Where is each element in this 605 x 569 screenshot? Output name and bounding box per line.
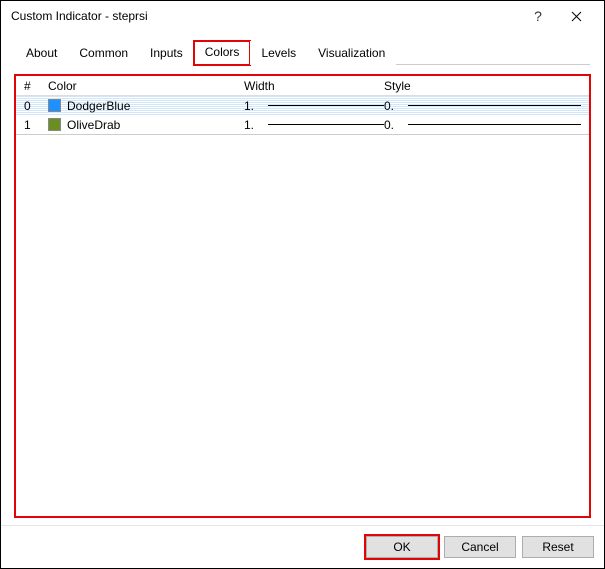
cell-width[interactable]: 1. xyxy=(244,99,384,113)
tab-common[interactable]: Common xyxy=(68,41,139,65)
grid-body: 0 DodgerBlue 1. 0. 1 OliveDrab 1. 0. xyxy=(16,96,589,134)
style-value: 0. xyxy=(384,99,402,113)
window-title: Custom Indicator - steprsi xyxy=(11,9,520,23)
color-swatch-icon xyxy=(48,118,61,131)
header-style[interactable]: Style xyxy=(384,79,589,93)
header-color[interactable]: Color xyxy=(44,79,244,93)
cell-color[interactable]: OliveDrab xyxy=(44,118,244,132)
tab-colors[interactable]: Colors xyxy=(194,41,251,65)
close-button[interactable] xyxy=(556,3,596,29)
close-icon xyxy=(571,11,582,22)
color-name: OliveDrab xyxy=(67,118,120,132)
style-value: 0. xyxy=(384,118,402,132)
reset-button[interactable]: Reset xyxy=(522,536,594,558)
cancel-button[interactable]: Cancel xyxy=(444,536,516,558)
ok-button[interactable]: OK xyxy=(366,536,438,558)
width-line-sample-icon xyxy=(268,105,384,106)
width-line-sample-icon xyxy=(268,124,384,125)
colors-grid: # Color Width Style 0 DodgerBlue 1. 0. 1 Oliv… xyxy=(15,75,590,135)
cell-width[interactable]: 1. xyxy=(244,118,384,132)
table-row[interactable]: 1 OliveDrab 1. 0. xyxy=(16,115,589,134)
header-width[interactable]: Width xyxy=(244,79,384,93)
color-name: DodgerBlue xyxy=(67,99,130,113)
style-line-sample-icon xyxy=(408,105,581,106)
cell-index: 1 xyxy=(16,118,44,132)
cell-style[interactable]: 0. xyxy=(384,118,589,132)
grid-header-row: # Color Width Style xyxy=(16,76,589,96)
title-bar: Custom Indicator - steprsi ? xyxy=(1,1,604,31)
cell-color[interactable]: DodgerBlue xyxy=(44,99,244,113)
colors-panel: # Color Width Style 0 DodgerBlue 1. 0. 1 Oliv… xyxy=(15,75,590,517)
tab-inputs[interactable]: Inputs xyxy=(139,41,194,65)
width-value: 1. xyxy=(244,118,262,132)
cell-style[interactable]: 0. xyxy=(384,99,589,113)
dialog-button-bar: OK Cancel Reset xyxy=(1,525,604,568)
header-index[interactable]: # xyxy=(16,79,44,93)
help-button[interactable]: ? xyxy=(520,3,556,29)
dialog-window: Custom Indicator - steprsi ? About Commo… xyxy=(0,0,605,569)
cell-index: 0 xyxy=(16,99,44,113)
tab-strip: About Common Inputs Colors Levels Visual… xyxy=(15,41,590,65)
tab-visualization[interactable]: Visualization xyxy=(307,41,396,65)
title-bar-actions: ? xyxy=(520,3,596,29)
tab-about[interactable]: About xyxy=(15,41,68,65)
table-row[interactable]: 0 DodgerBlue 1. 0. xyxy=(16,96,589,115)
width-value: 1. xyxy=(244,99,262,113)
tab-levels[interactable]: Levels xyxy=(250,41,307,65)
style-line-sample-icon xyxy=(408,124,581,125)
color-swatch-icon xyxy=(48,99,61,112)
